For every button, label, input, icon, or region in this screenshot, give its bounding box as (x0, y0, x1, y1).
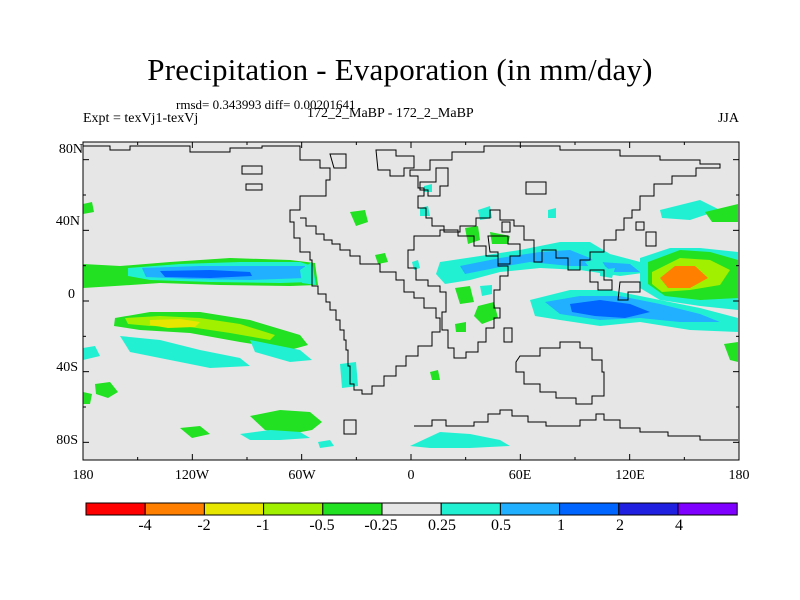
colorbar-label: -0.25 (364, 517, 398, 534)
colorbar-box (203, 502, 265, 516)
contour-region (83, 392, 92, 404)
season-label: JJA (717, 111, 739, 126)
colorbar-label: 4 (675, 517, 683, 534)
coastline-australia (515, 341, 605, 405)
contour-fields (83, 184, 738, 448)
colorbar (85, 502, 738, 516)
coastlines (83, 145, 738, 441)
colorbar-box (263, 502, 324, 516)
colorbar-label: 1 (557, 517, 565, 534)
stats-text: rmsd= 0.343993 diff= 0.00201641 (176, 97, 356, 112)
coastline-caspian (501, 221, 511, 233)
y-tick-label-40n: 40N (55, 214, 80, 229)
colorbar-label: 2 (616, 517, 624, 534)
contour-region (180, 426, 210, 438)
coastline-arctic-islands (241, 153, 347, 191)
colorbar-label: 0.25 (428, 517, 456, 534)
colorbar-box (440, 502, 501, 516)
contour-region (660, 266, 708, 288)
x-tick-label-180e: 180 (728, 468, 750, 483)
contour-region (585, 258, 605, 268)
coastline-arabia (487, 235, 521, 265)
coastline-scandinavia (419, 167, 449, 197)
contour-region (318, 440, 334, 448)
contour-region (548, 208, 556, 218)
contour-region (455, 286, 474, 304)
x-tick-label-0: 0 (407, 468, 415, 483)
x-tick-label-180w: 180 (72, 468, 94, 483)
x-tick-label-60e: 60E (508, 468, 532, 483)
coastline-greenland (375, 149, 415, 177)
x-tick-label-120e: 120E (615, 468, 645, 483)
experiment-label: Expt = texVj1-texVj (83, 111, 199, 126)
colorbar-box (85, 502, 146, 516)
contour-region (474, 302, 498, 324)
coastline-north-america (83, 145, 441, 395)
coastline-antarctica (414, 409, 738, 441)
colorbar-box (381, 502, 442, 516)
coastline-japan (635, 221, 657, 247)
contour-region (83, 346, 100, 360)
y-tick-label-40s: 40S (56, 360, 78, 375)
coastline-eurasia (409, 145, 721, 271)
colorbar-box (618, 502, 679, 516)
contour-region (460, 250, 600, 274)
y-tick-label-80n: 80N (58, 142, 83, 157)
colorbar-box (559, 502, 620, 516)
colorbar-label: -1 (256, 517, 270, 534)
contour-region (95, 382, 118, 398)
contour-region (340, 362, 358, 388)
coastline-africa (407, 229, 509, 359)
contour-region (240, 430, 310, 440)
map-area (83, 142, 739, 460)
coastline-southeast-asia (589, 269, 641, 301)
coastline-madagascar (503, 327, 513, 343)
coastline-antarctic-peninsula (343, 419, 357, 435)
contour-region (570, 300, 650, 318)
plot-title: Precipitation - Evaporation (in mm/day) (147, 52, 653, 87)
colorbar-label: -4 (138, 517, 152, 534)
tick-marks (82, 142, 740, 460)
coastline-siberia-lake (525, 181, 547, 195)
contour-region (375, 253, 388, 264)
colorbar-label: -0.5 (309, 517, 335, 534)
colorbar-label: -2 (197, 517, 211, 534)
contour-region (724, 342, 738, 362)
contour-region (120, 336, 250, 368)
x-tick-label-60w: 60W (288, 468, 316, 483)
contour-region (455, 322, 466, 332)
colorbar-box (677, 502, 738, 516)
contour-region (660, 200, 720, 220)
colorbar-box (144, 502, 205, 516)
colorbar-box (322, 502, 383, 516)
y-tick-label-80s: 80S (56, 433, 78, 448)
y-tick-label-0: 0 (68, 287, 75, 302)
contour-region (160, 270, 252, 278)
contour-region (83, 270, 110, 284)
contour-region (250, 410, 322, 434)
contour-region (478, 206, 492, 220)
contour-region (150, 319, 200, 328)
contour-region (83, 202, 94, 214)
colorbar-box (499, 502, 561, 516)
contour-region (490, 232, 510, 244)
contour-region (410, 432, 510, 448)
subtitle-label: 172_2_MaBP - 172_2_MaBP (307, 106, 474, 121)
colorbar-label: 0.5 (491, 517, 511, 534)
contour-region (480, 285, 492, 296)
contour-region (465, 226, 480, 244)
contour-region (705, 204, 738, 222)
contour-region (430, 370, 440, 380)
contour-region (250, 340, 312, 362)
contour-region (350, 210, 368, 226)
x-tick-label-120w: 120W (174, 468, 210, 483)
